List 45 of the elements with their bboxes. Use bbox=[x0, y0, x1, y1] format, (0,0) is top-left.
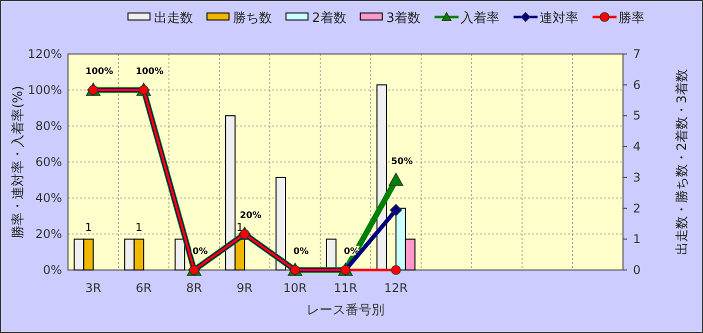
y2-tick-label: 5 bbox=[633, 108, 641, 123]
data-label: 100% bbox=[136, 67, 164, 77]
data-label: 100% bbox=[85, 67, 114, 77]
y-tick-label: 100% bbox=[28, 83, 62, 97]
point bbox=[388, 172, 404, 186]
y2-tick-label: 1 bbox=[633, 232, 641, 246]
y-tick-label: 120% bbox=[28, 47, 62, 61]
y2-tick-label: 2 bbox=[633, 201, 641, 216]
legend-label: 2着数 bbox=[312, 10, 346, 26]
y-tick-label: 80% bbox=[35, 119, 62, 133]
data-label: 0% bbox=[293, 247, 309, 257]
y-tick-label: 0% bbox=[42, 263, 62, 277]
data-label: 1 bbox=[84, 221, 92, 234]
legend-label: 勝ち数 bbox=[233, 11, 272, 26]
y2-tick-label: 4 bbox=[633, 140, 641, 154]
y-tick-label: 60% bbox=[35, 155, 62, 169]
x-tick-label: 10R bbox=[283, 281, 307, 295]
legend-label: 出走数 bbox=[154, 11, 193, 26]
legend-label: 勝率 bbox=[618, 10, 645, 26]
data-label: 50% bbox=[391, 157, 413, 167]
y2-tick-label: 3 bbox=[633, 170, 641, 184]
bar bbox=[276, 176, 286, 270]
y-axis-title: 勝率・連対率・入着率(%) bbox=[10, 86, 26, 238]
x-tick-label: 12R bbox=[384, 281, 408, 295]
x-tick-label: 8R bbox=[186, 281, 202, 295]
x-tick-label: 6R bbox=[136, 281, 152, 295]
x-axis-title: レース番号別 bbox=[306, 303, 384, 318]
bar bbox=[174, 238, 186, 270]
data-label: 20% bbox=[240, 211, 262, 221]
y-tick-label: 40% bbox=[35, 191, 62, 205]
x-tick-label: 11R bbox=[334, 281, 358, 295]
y2-tick-label: 0 bbox=[633, 263, 641, 277]
legend-label: 連対率 bbox=[540, 10, 579, 26]
x-tick-label: 3R bbox=[85, 281, 102, 295]
point bbox=[391, 265, 401, 275]
data-label: 1 bbox=[135, 221, 142, 234]
data-label: 0% bbox=[192, 247, 208, 257]
y-tick-label: 20% bbox=[35, 227, 62, 241]
x-tick-label: 9R bbox=[236, 281, 253, 295]
legend-label: 入着率 bbox=[460, 10, 500, 26]
point bbox=[390, 204, 402, 216]
legend-label: 3着数 bbox=[386, 10, 421, 26]
y2-tick-label: 6 bbox=[633, 78, 641, 92]
y2-tick-label: 7 bbox=[633, 47, 641, 61]
y2-axis-title: 出走数・勝ち数・2着数・3着数 bbox=[674, 69, 690, 255]
